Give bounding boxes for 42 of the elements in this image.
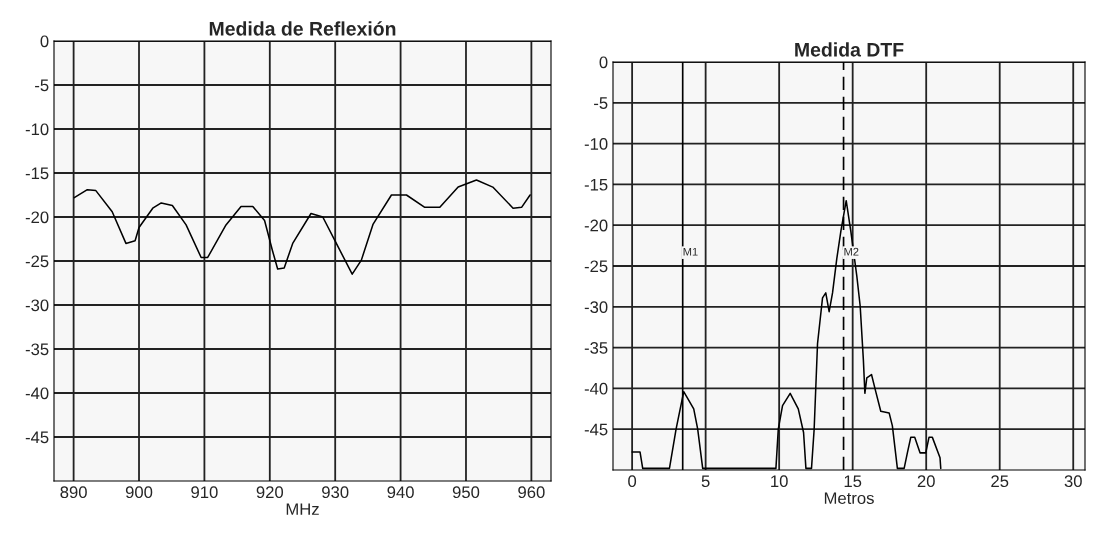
- x-tick-label: 15: [844, 475, 862, 488]
- x-tick-label: 20: [917, 475, 935, 488]
- y-tick-label: -5: [594, 97, 608, 109]
- ref-line-label: M2: [844, 247, 859, 256]
- y-tick-label: -40: [25, 387, 49, 400]
- x-tick-label: 25: [991, 475, 1009, 488]
- x-tick-label: 930: [322, 486, 349, 499]
- chart-title: Medida DTF: [795, 42, 904, 57]
- y-tick-label: -20: [25, 211, 49, 224]
- x-tick-label: 0: [628, 475, 637, 488]
- x-tick-label: 950: [452, 486, 480, 499]
- y-tick-label: -35: [584, 342, 608, 354]
- y-tick-label: 0: [599, 56, 608, 69]
- x-tick-label: 920: [256, 486, 284, 499]
- y-tick-label: -30: [25, 299, 49, 312]
- x-axis-title: Metros: [824, 492, 874, 505]
- y-tick-label: -15: [584, 178, 608, 191]
- ref-line-label: M1: [683, 247, 698, 256]
- x-axis-title: MHz: [286, 503, 319, 515]
- y-tick-label: -10: [25, 123, 49, 136]
- y-tick-label: -10: [584, 138, 608, 150]
- x-tick-label: 940: [387, 486, 414, 499]
- x-tick-label: 30: [1064, 475, 1082, 488]
- y-tick-label: -45: [25, 431, 49, 444]
- y-tick-label: -35: [25, 343, 49, 356]
- y-tick-label: -30: [584, 301, 608, 313]
- y-tick-label: -25: [584, 260, 608, 273]
- x-tick-label: 960: [518, 486, 545, 499]
- y-tick-label: -45: [584, 423, 608, 436]
- x-tick-label: 910: [191, 486, 218, 499]
- y-tick-label: -5: [35, 79, 49, 92]
- y-tick-label: 0: [40, 35, 49, 48]
- x-tick-label: 5: [701, 475, 710, 488]
- y-tick-label: -25: [25, 255, 49, 268]
- y-tick-label: -20: [584, 219, 608, 232]
- x-tick-label: 900: [125, 486, 153, 499]
- y-tick-label: -15: [25, 167, 49, 180]
- chart-title: Medida de Reflexión: [209, 21, 396, 36]
- y-tick-label: -40: [584, 382, 608, 395]
- line-series: [73, 179, 531, 275]
- x-tick-label: 890: [60, 486, 87, 499]
- x-tick-label: 10: [771, 475, 788, 488]
